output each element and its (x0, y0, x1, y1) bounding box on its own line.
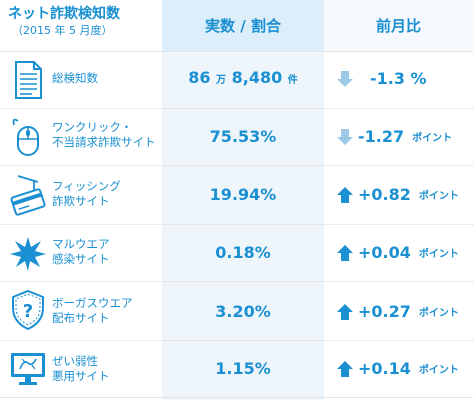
row-label-line2: 詐欺サイト (52, 194, 110, 208)
row-label-line1: ワンクリック・ (52, 120, 133, 134)
change-unit: ポイント (412, 133, 453, 144)
row-divider (0, 165, 473, 166)
row-label: 総検知数 (52, 71, 98, 85)
table-row-vulnerability: ぜい弱性 悪用サイト 1.15% +0.14 ポイント (0, 341, 473, 397)
arrow-up-icon (337, 186, 353, 203)
arrow-up-icon (337, 303, 353, 320)
row-divider (0, 281, 473, 282)
change-unit: ポイント (418, 365, 459, 376)
change-unit: ポイント (418, 249, 459, 260)
row-label-line2: 配布サイト (52, 311, 110, 325)
row-label-line1: マルウエア (52, 237, 110, 251)
table-row-total: 総検知数 86 万 8,480 件 -1.3 % (0, 52, 473, 108)
row-value: 75.53% (209, 127, 277, 146)
row-change: +0.04 ポイント (336, 243, 459, 262)
row-label-line1: ぜい弱性 (52, 354, 98, 368)
change-value: -1.3 % (370, 69, 427, 88)
svg-text:?: ? (23, 301, 33, 322)
value-column-header: 実数 / 割合 (162, 0, 324, 51)
row-label-line2: 不当請求詐欺サイト (52, 135, 156, 149)
subtitle-text: （2015 年 5 月度） (12, 24, 113, 37)
row-change: -1.27 ポイント (336, 127, 452, 146)
value-unit: 件 (287, 75, 298, 86)
mouse-icon (12, 118, 39, 156)
table-row-bogusware: ? ボーガスウエア 配布サイト 3.20% +0.27 ポイント (0, 282, 473, 338)
change-value: -1.27 (358, 127, 405, 146)
header-divider (0, 51, 473, 52)
shield-question-icon: ? (12, 289, 44, 331)
document-icon (15, 61, 42, 99)
change-value: +0.04 (358, 243, 411, 262)
arrow-down-icon (337, 70, 353, 87)
value-number: 86 (188, 68, 211, 87)
row-label-line1: フィッシング (52, 179, 121, 193)
row-value: 86 万 8,480 件 (162, 68, 324, 87)
value-column (162, 0, 324, 400)
row-value: 3.20% (215, 302, 271, 321)
change-value: +0.82 (358, 185, 411, 204)
fishing-hook-card-icon (10, 175, 46, 216)
arrow-up-icon (337, 244, 353, 261)
arrow-up-icon (337, 360, 353, 377)
row-change: +0.14 ポイント (336, 359, 459, 378)
change-unit: ポイント (418, 308, 459, 319)
table-title: ネット詐欺検知数 （2015 年 5 月度） (8, 5, 120, 39)
row-change: -1.3 % (336, 69, 427, 88)
burst-icon (10, 237, 46, 271)
row-value: 19.94% (209, 185, 277, 204)
table-row-malware: マルウエア 感染サイト 0.18% +0.04 ポイント (0, 225, 473, 281)
row-divider (0, 108, 473, 109)
change-value: +0.27 (358, 302, 411, 321)
row-divider (0, 224, 473, 225)
row-change: +0.27 ポイント (336, 302, 459, 321)
row-change: +0.82 ポイント (336, 185, 459, 204)
table-row-one-click: ワンクリック・ 不当請求詐欺サイト 75.53% -1.27 ポイント (0, 109, 473, 165)
row-label-line2: 感染サイト (52, 252, 110, 266)
table-bottom-border (0, 397, 473, 398)
row-label-line2: 悪用サイト (52, 369, 110, 383)
title-text: ネット詐欺検知数 (8, 6, 120, 22)
broken-monitor-icon (11, 353, 45, 385)
change-column-header: 前月比 (324, 0, 473, 51)
arrow-down-icon (337, 128, 353, 145)
row-label-line1: ボーガスウエア (52, 296, 133, 310)
value-rest: 8,480 (231, 68, 283, 87)
value-man: 万 (216, 75, 227, 86)
row-divider (0, 340, 473, 341)
change-unit: ポイント (418, 191, 459, 202)
change-value: +0.14 (358, 359, 411, 378)
row-value: 0.18% (215, 243, 271, 262)
row-value: 1.15% (215, 359, 271, 378)
table-row-phishing: フィッシング 詐欺サイト 19.94% +0.82 ポイント (0, 166, 473, 222)
